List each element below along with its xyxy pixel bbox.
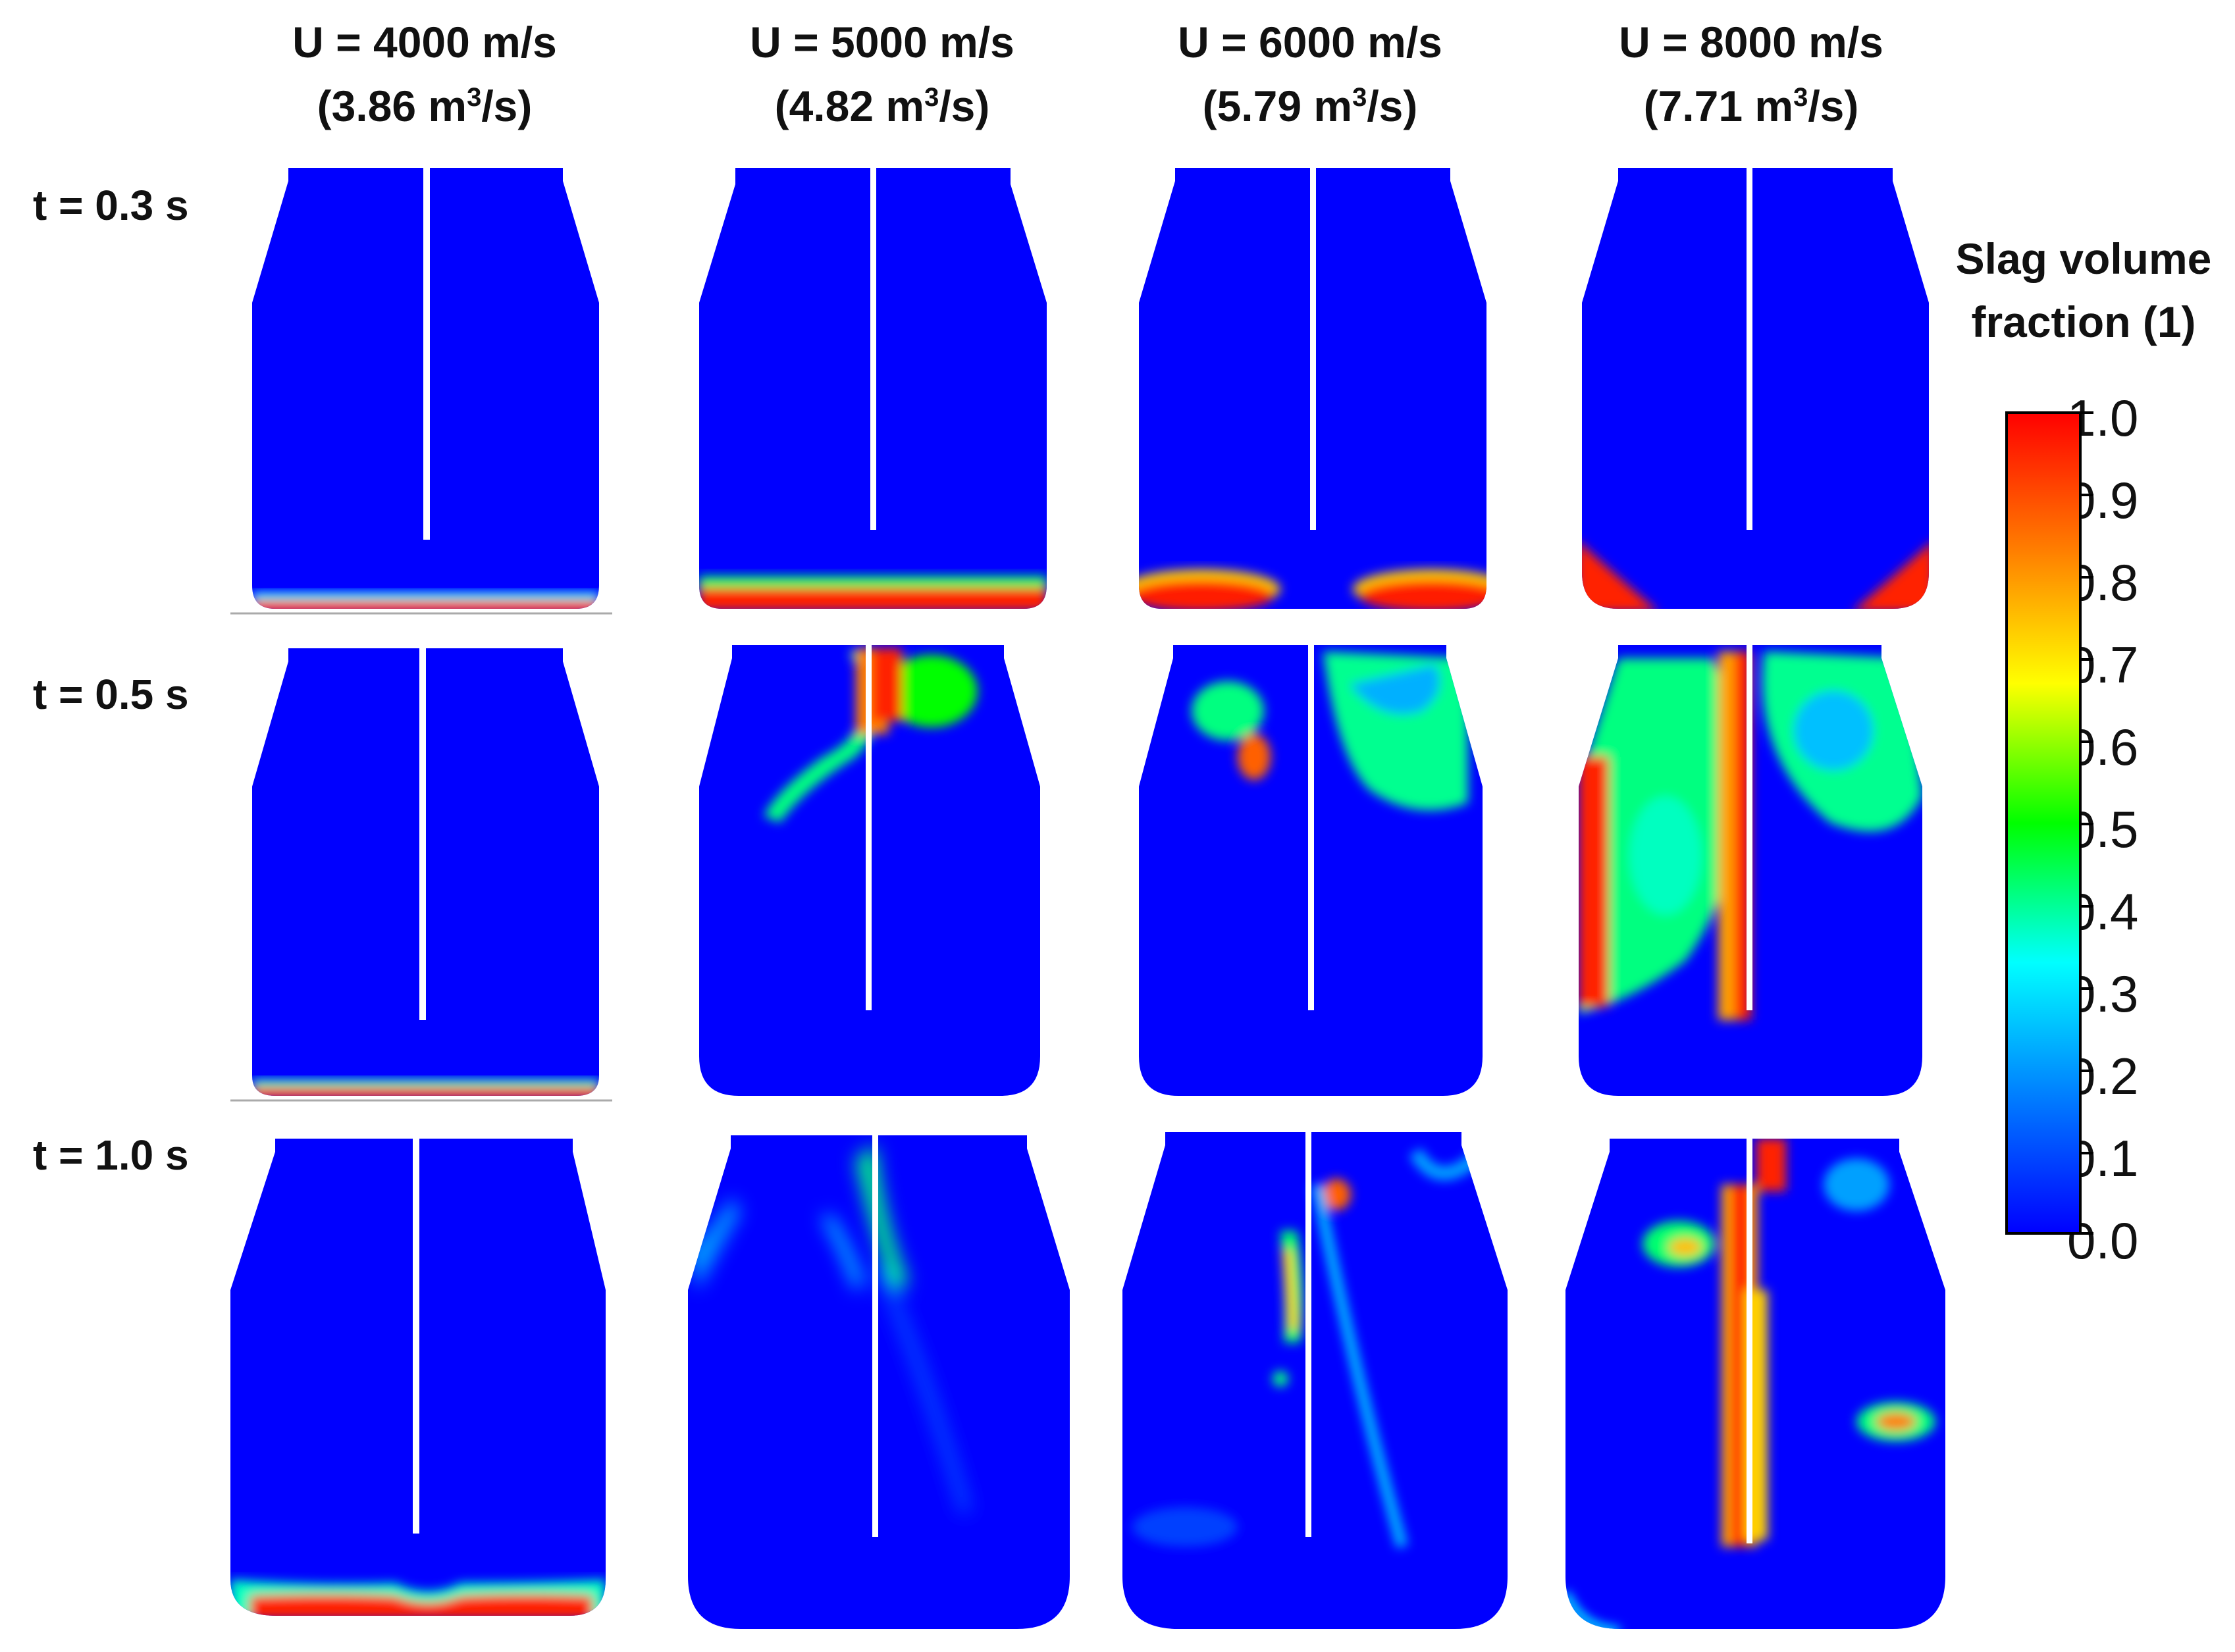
panel-u5000-t05 [699, 645, 1040, 1096]
column-header-4: U = 8000 m/s (7.71 m3/s) [1554, 14, 1949, 134]
panel-u8000-t10 [1565, 1139, 1945, 1629]
velocity-label: U = 8000 m/s [1619, 18, 1883, 66]
panel-u4000-t10 [230, 1139, 606, 1616]
panel-u8000-t03 [1582, 168, 1929, 609]
row-label-t10: t = 1.0 s [33, 1131, 189, 1179]
velocity-label: U = 5000 m/s [750, 18, 1014, 66]
row-label-t03: t = 0.3 s [33, 182, 189, 229]
colorbar-title: Slag volume fraction (1) [1932, 227, 2235, 353]
panel-u4000-t05 [252, 648, 599, 1096]
column-header-3: U = 6000 m/s (5.79 m3/s) [1113, 14, 1508, 134]
panel-u6000-t10 [1122, 1132, 1508, 1629]
panel-u4000-t03 [252, 168, 599, 609]
velocity-label: U = 4000 m/s [292, 18, 557, 66]
panel-u6000-t05 [1139, 645, 1483, 1096]
flow-rate-label: (4.82 m3/s) [774, 82, 990, 130]
flow-rate-label: (3.86 m3/s) [317, 82, 533, 130]
flow-rate-label: (7.71 m3/s) [1643, 82, 1859, 130]
colorbar-title-line2: fraction (1) [1971, 297, 2196, 346]
column-header-1: U = 4000 m/s (3.86 m3/s) [227, 14, 622, 134]
panel-u6000-t03 [1139, 168, 1486, 609]
colorbar [2005, 411, 2082, 1235]
panel-u8000-t05 [1579, 645, 1922, 1096]
row-label-t05: t = 0.5 s [33, 671, 189, 718]
flow-rate-label: (5.79 m3/s) [1202, 82, 1418, 130]
panel-u5000-t03 [699, 168, 1047, 609]
column-header-2: U = 5000 m/s (4.82 m3/s) [685, 14, 1080, 134]
colorbar-title-line1: Slag volume [1955, 234, 2212, 283]
colorbar-ticks [2080, 411, 2093, 1235]
velocity-label: U = 6000 m/s [1178, 18, 1442, 66]
panel-u5000-t10 [679, 1135, 1070, 1629]
